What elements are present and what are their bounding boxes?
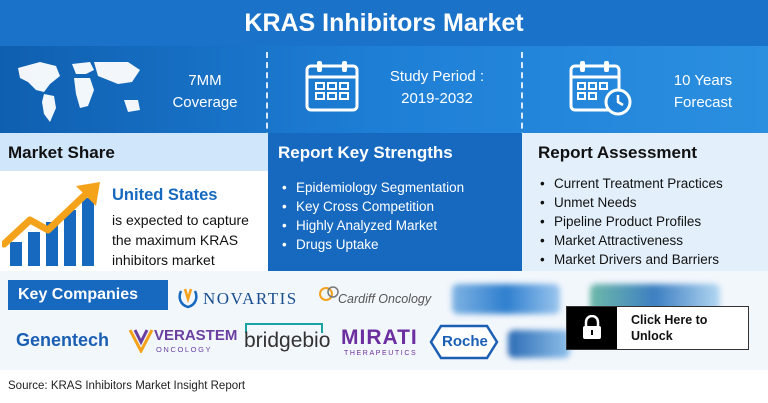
key-strengths-list: Epidemiology Segmentation Key Cross Comp… — [282, 178, 464, 254]
growth-chart-icon — [2, 182, 100, 266]
summary-band: 7MM Coverage Study Period : 2019-2032 — [0, 46, 768, 133]
unlock-line: Unlock — [631, 329, 673, 343]
list-item: Current Treatment Practices — [540, 174, 723, 193]
market-share-line: is expected to capture — [112, 212, 249, 228]
unlock-line: Click Here to — [631, 313, 708, 327]
bridgebio-arch-icon — [245, 323, 323, 333]
unlock-label: Click Here to Unlock — [617, 312, 707, 344]
roche-logo: Roche — [442, 333, 488, 350]
study-period-label: Study Period : — [389, 68, 485, 85]
blurred-logo — [452, 284, 560, 314]
market-share-header — [0, 133, 268, 171]
bridgebio-logo: bridgebio — [244, 329, 331, 352]
market-share-line: the maximum KRAS — [112, 232, 239, 248]
list-item: Market Attractiveness — [540, 231, 723, 250]
study-period-value: 2019-2032 — [401, 90, 473, 107]
coverage-value: 7MM — [188, 72, 222, 89]
market-share-text: is expected to capture the maximum KRAS … — [112, 210, 249, 270]
world-map-icon — [18, 62, 140, 122]
unlock-button[interactable]: Click Here to Unlock — [566, 306, 749, 350]
forecast-label: Forecast — [673, 94, 733, 111]
calendar-clock-icon — [569, 61, 632, 116]
page-title: KRAS Inhibitors Market — [0, 0, 768, 46]
list-item: Unmet Needs — [540, 193, 723, 212]
forecast-value: 10 Years — [673, 72, 733, 89]
market-share-line: inhibitors market — [112, 252, 215, 268]
calendar-icon — [305, 61, 359, 112]
mirati-logo: MIRATI — [341, 326, 418, 349]
verastem-logo-icon — [128, 329, 154, 353]
source-note: Source: KRAS Inhibitors Market Insight R… — [8, 380, 246, 392]
lock-icon — [567, 307, 617, 349]
list-item: Highly Analyzed Market — [282, 216, 464, 235]
coverage-cell: 7MM Coverage — [0, 46, 266, 133]
mirati-logo-sub: THERAPEUTICS — [344, 350, 418, 357]
assessment-heading: Report Assessment — [538, 143, 698, 162]
blurred-logo — [508, 330, 570, 358]
cardiff-logo-icon — [319, 286, 339, 301]
cardiff-logo: Cardiff Oncology — [338, 292, 432, 306]
verastem-logo: VERASTEM — [154, 327, 238, 344]
key-companies-heading: Key Companies — [8, 280, 168, 310]
key-strengths-heading: Report Key Strengths — [278, 143, 453, 162]
list-item: Key Cross Competition — [282, 197, 464, 216]
forecast-cell: 10 Years Forecast — [524, 46, 768, 133]
novartis-logo-icon — [178, 288, 198, 309]
market-share-heading: Market Share — [8, 143, 115, 162]
list-item: Pipeline Product Profiles — [540, 212, 723, 231]
novartis-logo: NOVARTIS — [203, 289, 298, 308]
study-period-cell: Study Period : 2019-2032 — [268, 46, 522, 133]
list-item: Market Drivers and Barriers — [540, 250, 723, 269]
roche-logo-hexagon — [429, 324, 499, 360]
coverage-label: Coverage — [172, 94, 238, 111]
list-item: Epidemiology Segmentation — [282, 178, 464, 197]
genentech-logo: Genentech — [16, 330, 110, 350]
verastem-logo-sub: ONCOLOGY — [156, 345, 213, 354]
market-share-country: United States — [112, 186, 218, 204]
list-item: Drugs Uptake — [282, 235, 464, 254]
assessment-list: Current Treatment Practices Unmet Needs … — [540, 174, 723, 269]
